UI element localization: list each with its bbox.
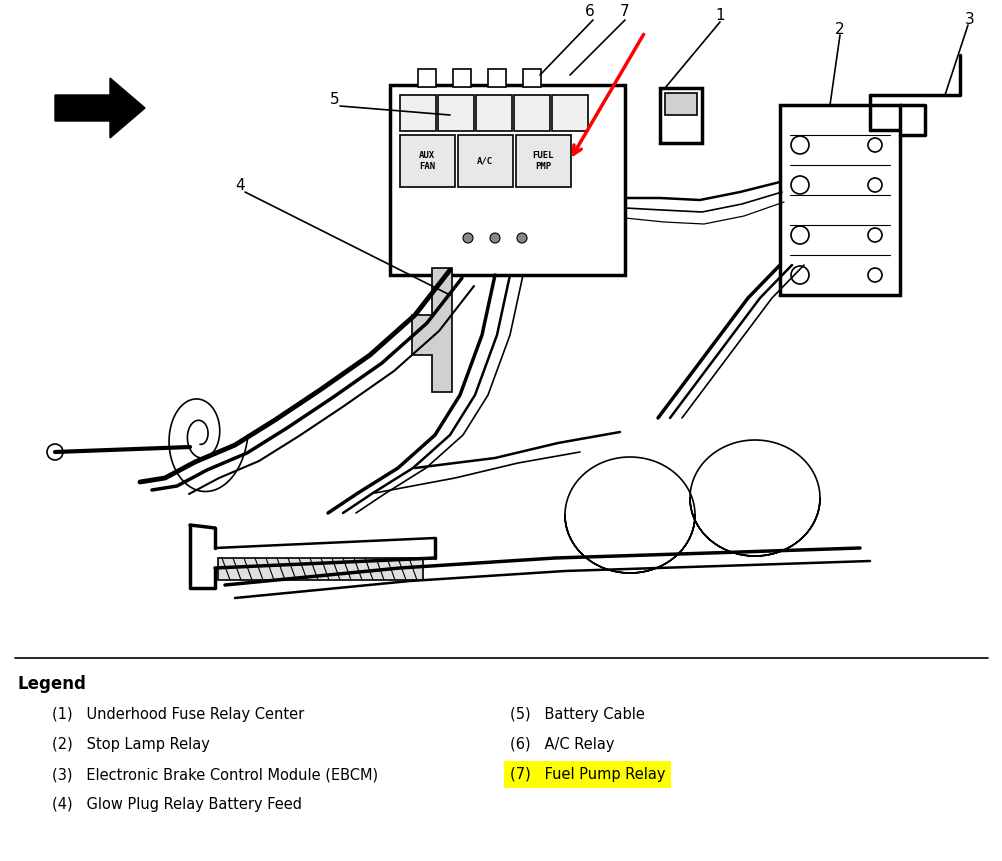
Bar bbox=[664, 93, 696, 115]
Bar bbox=[418, 69, 436, 87]
Bar bbox=[453, 69, 471, 87]
Text: (4)   Glow Plug Relay Battery Feed: (4) Glow Plug Relay Battery Feed bbox=[52, 797, 302, 812]
Bar bbox=[780, 105, 899, 295]
Text: (7)   Fuel Pump Relay: (7) Fuel Pump Relay bbox=[509, 767, 665, 782]
Bar bbox=[659, 88, 701, 143]
Bar bbox=[513, 95, 549, 131]
Circle shape bbox=[490, 233, 500, 243]
Text: (3)   Electronic Brake Control Module (EBCM): (3) Electronic Brake Control Module (EBC… bbox=[52, 767, 378, 782]
Text: 6: 6 bbox=[584, 4, 594, 20]
Circle shape bbox=[463, 233, 473, 243]
Text: A/C: A/C bbox=[477, 157, 493, 165]
Text: (2)   Stop Lamp Relay: (2) Stop Lamp Relay bbox=[52, 737, 209, 752]
Bar bbox=[522, 69, 540, 87]
Polygon shape bbox=[412, 268, 452, 392]
Text: 2: 2 bbox=[835, 22, 844, 38]
Text: AUX
FAN: AUX FAN bbox=[419, 152, 435, 170]
Text: (5)   Battery Cable: (5) Battery Cable bbox=[509, 707, 644, 722]
Text: 5: 5 bbox=[330, 92, 340, 108]
Text: 3: 3 bbox=[964, 13, 974, 28]
Text: 4: 4 bbox=[234, 177, 244, 193]
Text: FUEL
PMP: FUEL PMP bbox=[532, 152, 553, 170]
Text: (6)   A/C Relay: (6) A/C Relay bbox=[509, 737, 614, 752]
Bar bbox=[551, 95, 587, 131]
Bar bbox=[458, 135, 512, 187]
Bar bbox=[217, 558, 423, 580]
Bar bbox=[488, 69, 505, 87]
Bar bbox=[400, 95, 436, 131]
Text: 7: 7 bbox=[619, 4, 629, 20]
Bar bbox=[515, 135, 570, 187]
Bar bbox=[438, 95, 474, 131]
Polygon shape bbox=[55, 78, 145, 138]
Bar bbox=[476, 95, 511, 131]
Text: 1: 1 bbox=[714, 8, 724, 22]
Bar bbox=[400, 135, 455, 187]
Text: Legend: Legend bbox=[18, 675, 87, 693]
Text: (1)   Underhood Fuse Relay Center: (1) Underhood Fuse Relay Center bbox=[52, 707, 304, 722]
Bar bbox=[390, 85, 624, 275]
Circle shape bbox=[516, 233, 526, 243]
